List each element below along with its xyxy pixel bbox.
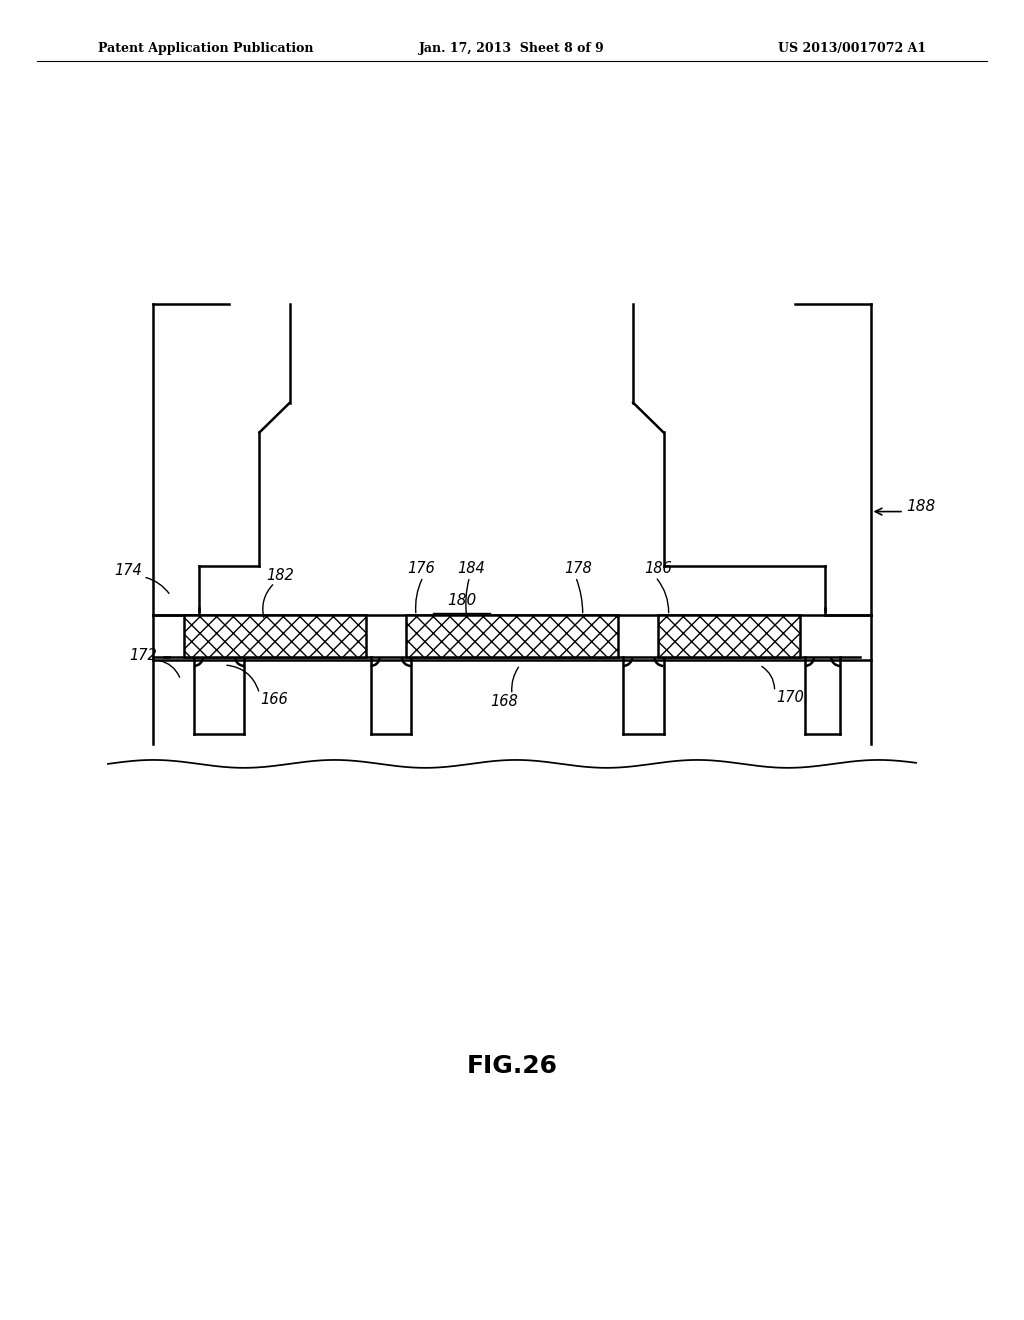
Text: 172: 172 [129, 648, 158, 663]
Text: 184: 184 [458, 561, 485, 577]
Text: FIG.26: FIG.26 [467, 1053, 557, 1077]
Text: 166: 166 [261, 692, 289, 708]
Text: 174: 174 [115, 564, 142, 578]
Text: Jan. 17, 2013  Sheet 8 of 9: Jan. 17, 2013 Sheet 8 of 9 [419, 41, 605, 54]
Bar [658, 615, 800, 657]
Text: 188: 188 [906, 499, 935, 513]
Bar [183, 615, 366, 657]
Text: Patent Application Publication: Patent Application Publication [98, 41, 313, 54]
Text: 186: 186 [644, 561, 673, 577]
Text: 168: 168 [490, 694, 518, 709]
Text: 182: 182 [266, 569, 294, 583]
Text: 170: 170 [776, 690, 804, 705]
Bar [406, 615, 618, 657]
Text: 176: 176 [408, 561, 435, 577]
Text: 178: 178 [564, 561, 592, 577]
Text: 180: 180 [446, 593, 476, 609]
Text: US 2013/0017072 A1: US 2013/0017072 A1 [778, 41, 926, 54]
